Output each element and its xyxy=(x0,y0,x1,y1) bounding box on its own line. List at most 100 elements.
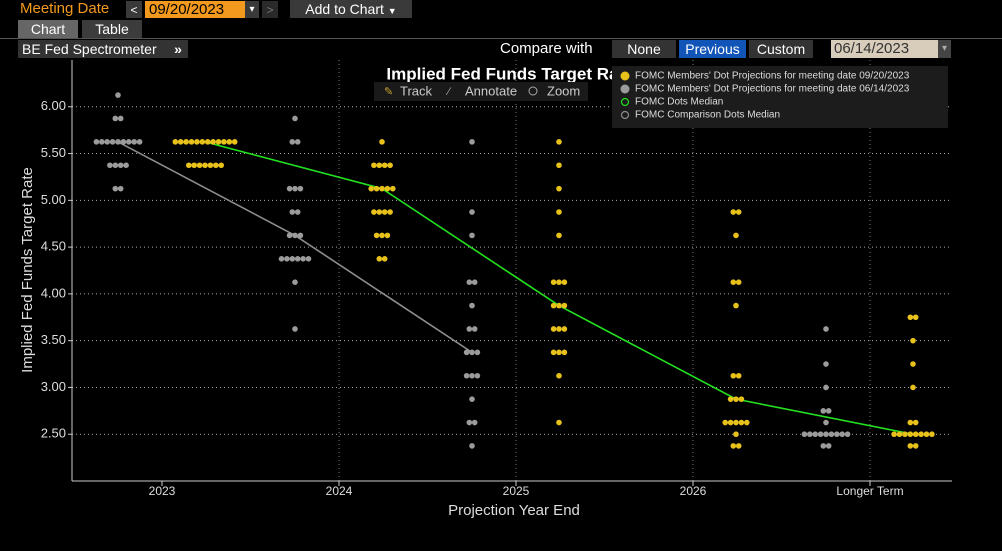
compare-date[interactable]: 06/14/2023 xyxy=(831,40,938,58)
compare-label: Compare with xyxy=(500,40,593,57)
y-tick-label: 5.50 xyxy=(41,145,66,160)
dot xyxy=(466,419,473,426)
dot xyxy=(207,162,214,169)
compare-option[interactable]: Previous xyxy=(679,40,746,58)
prev-button[interactable]: < xyxy=(126,1,142,18)
dot xyxy=(112,162,119,169)
date-dropdown[interactable]: ▾ xyxy=(245,1,259,18)
dot xyxy=(918,431,924,438)
dot xyxy=(210,139,216,145)
tool-name[interactable]: BE Fed Spectrometer xyxy=(18,40,168,58)
dot xyxy=(123,162,129,169)
dot xyxy=(117,185,124,192)
legend-label: FOMC Dots Median xyxy=(635,97,723,108)
dot xyxy=(839,431,845,438)
dot xyxy=(469,139,475,145)
next-button[interactable]: > xyxy=(262,1,278,18)
dot xyxy=(823,361,829,367)
dot xyxy=(556,419,562,426)
dot xyxy=(738,419,745,426)
dot xyxy=(912,431,919,438)
dot xyxy=(294,139,301,145)
dot xyxy=(469,349,475,356)
dot xyxy=(556,279,562,285)
dot xyxy=(204,139,211,145)
dot xyxy=(907,314,914,321)
dot xyxy=(471,419,478,426)
dot xyxy=(730,209,737,215)
dot xyxy=(907,431,914,438)
x-tick-label: Longer Term xyxy=(836,484,903,498)
dot xyxy=(550,349,557,356)
dot xyxy=(733,419,739,426)
tab[interactable]: Table xyxy=(82,20,142,38)
x-tick-label: 2026 xyxy=(680,484,707,498)
legend-label: FOMC Members' Dot Projections for meetin… xyxy=(635,71,910,82)
dot xyxy=(289,209,296,215)
dot xyxy=(561,302,568,309)
meeting-date[interactable]: 09/20/2023 xyxy=(145,1,247,18)
dot xyxy=(373,232,380,239)
track-button[interactable]: Track xyxy=(400,83,433,98)
dot xyxy=(292,279,298,285)
dot xyxy=(556,326,562,332)
add-to-chart[interactable]: Add to Chart ▼ xyxy=(290,0,412,18)
dot xyxy=(735,372,742,379)
dot xyxy=(550,302,557,309)
legend-marker xyxy=(620,84,630,94)
dot xyxy=(202,162,208,169)
dot xyxy=(550,279,557,285)
dot xyxy=(381,162,388,169)
dot xyxy=(376,209,383,215)
dot xyxy=(825,443,832,449)
track-icon: ✎ xyxy=(384,86,393,98)
dot xyxy=(469,302,475,309)
dot xyxy=(284,256,290,262)
dot xyxy=(730,279,737,285)
dot xyxy=(801,431,808,438)
dot xyxy=(727,419,734,426)
dot xyxy=(817,431,824,438)
dot xyxy=(744,419,750,426)
tab[interactable]: Chart xyxy=(18,20,78,38)
dot xyxy=(912,314,919,321)
compare-date-dropdown[interactable]: ▾ xyxy=(938,40,951,58)
dot xyxy=(902,431,908,438)
dot xyxy=(469,396,475,402)
expand-button[interactable]: » xyxy=(168,40,188,58)
dot xyxy=(463,349,470,356)
dot xyxy=(226,139,233,145)
x-tick-label: 2023 xyxy=(149,484,176,498)
dot xyxy=(292,115,298,122)
dot xyxy=(556,162,562,169)
dot xyxy=(556,209,562,215)
chart-toolbar xyxy=(374,82,588,101)
dot xyxy=(471,279,478,285)
legend-label: FOMC Members' Dot Projections for meetin… xyxy=(635,84,910,95)
y-tick-label: 5.00 xyxy=(41,192,66,207)
compare-option[interactable]: Custom xyxy=(749,40,813,58)
dot xyxy=(286,185,293,192)
dot xyxy=(923,431,930,438)
dot xyxy=(735,279,742,285)
dot xyxy=(910,361,916,367)
dot xyxy=(556,372,562,379)
dot xyxy=(912,419,919,426)
x-tick-label: 2024 xyxy=(326,484,353,498)
dot xyxy=(823,326,829,332)
dot xyxy=(556,185,562,192)
annotate-button[interactable]: Annotate xyxy=(465,83,517,98)
dot xyxy=(188,139,195,145)
dot xyxy=(305,256,312,262)
dot xyxy=(213,162,219,169)
add-to-chart-label: Add to Chart xyxy=(305,1,384,17)
compare-option[interactable]: None xyxy=(612,40,676,58)
dot xyxy=(297,185,304,192)
zoom-button[interactable]: Zoom xyxy=(547,83,580,98)
dot xyxy=(466,326,473,332)
dot xyxy=(910,337,916,344)
dot xyxy=(384,185,391,192)
dot xyxy=(820,443,827,449)
dot xyxy=(466,279,473,285)
dot xyxy=(297,232,304,239)
